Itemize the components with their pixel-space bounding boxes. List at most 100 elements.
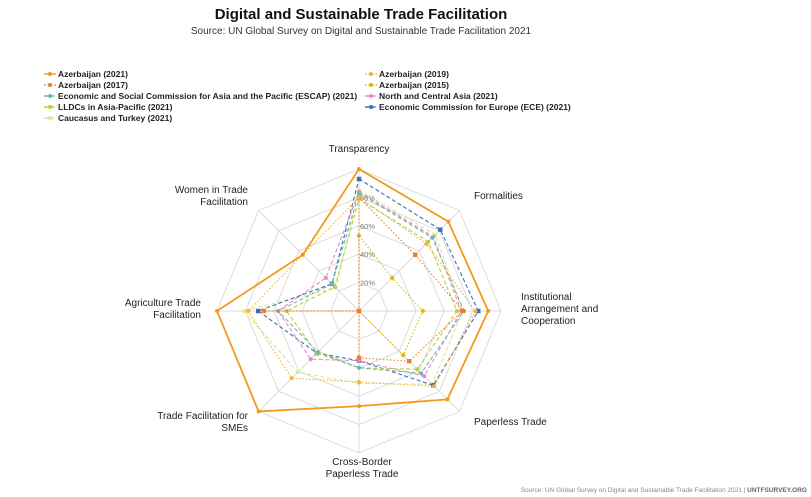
axis-label-line: Facilitation bbox=[200, 197, 248, 208]
grid-spoke bbox=[258, 310, 360, 412]
data-point bbox=[357, 404, 361, 409]
legend-swatch-marker bbox=[369, 83, 373, 87]
series-line bbox=[257, 178, 479, 386]
data-point bbox=[246, 309, 251, 313]
radial-tick-label: 20% bbox=[360, 279, 375, 288]
data-point bbox=[357, 380, 361, 384]
legend-item: Azerbaijan (2019) bbox=[365, 69, 449, 79]
data-point bbox=[241, 309, 246, 313]
data-point bbox=[289, 376, 294, 381]
legend-swatch-marker bbox=[48, 94, 52, 98]
axis-label: Institutional Arrangement and Cooperation bbox=[521, 292, 598, 327]
data-point bbox=[356, 176, 362, 182]
axis-label-line: Arrangement and bbox=[521, 304, 598, 315]
axis-label-line: SMEs bbox=[221, 423, 248, 434]
axis-label-line: Women in Trade bbox=[175, 185, 249, 196]
data-point bbox=[323, 275, 328, 280]
axis-label-line: Cooperation bbox=[521, 316, 575, 327]
legend-swatch bbox=[365, 72, 377, 76]
data-point bbox=[413, 252, 418, 257]
axis-label-line: Facilitation bbox=[153, 310, 201, 321]
radar-series bbox=[215, 167, 491, 414]
legend-swatch bbox=[44, 94, 56, 98]
axis-label: Formalities bbox=[474, 191, 523, 202]
chart-footer: Source: UN Global Survey on Digital and … bbox=[521, 487, 807, 494]
axis-label: Agriculture Trade Facilitation bbox=[125, 298, 202, 321]
legend-label: Azerbaijan (2019) bbox=[379, 69, 449, 79]
data-point bbox=[300, 252, 305, 257]
legend-swatch-marker bbox=[48, 83, 52, 87]
data-point bbox=[407, 359, 412, 364]
axis-label: Trade Facilitation for SMEs bbox=[157, 411, 248, 434]
data-point bbox=[357, 365, 361, 370]
data-point bbox=[357, 167, 361, 171]
data-point bbox=[295, 370, 300, 375]
axis-label-line: Institutional bbox=[521, 292, 572, 303]
data-point bbox=[356, 233, 362, 239]
data-point bbox=[422, 374, 427, 379]
data-point bbox=[473, 309, 478, 313]
series-line bbox=[277, 192, 465, 374]
legend-swatch-marker bbox=[48, 72, 52, 76]
data-point bbox=[315, 350, 320, 355]
legend-item: Economic and Social Commission for Asia … bbox=[44, 91, 358, 101]
legend-label: LLDCs in Asia-Pacific (2021) bbox=[58, 102, 173, 112]
axis-label-line: Cross-Border bbox=[332, 457, 392, 468]
data-point bbox=[454, 309, 459, 313]
legend-label: Caucasus and Turkey (2021) bbox=[58, 113, 173, 123]
legend-item: Economic Commission for Europe (ECE) (20… bbox=[365, 102, 571, 112]
legend-swatch-marker bbox=[369, 105, 373, 109]
grid-spoke bbox=[258, 210, 360, 312]
data-point bbox=[445, 397, 450, 402]
chart-subtitle: Source: UN Global Survey on Digital and … bbox=[190, 26, 532, 37]
legend-swatch-marker bbox=[369, 72, 373, 76]
legend-label: Azerbaijan (2021) bbox=[58, 69, 128, 79]
axis-label-line: Transparency bbox=[329, 144, 390, 155]
series-0 bbox=[215, 167, 491, 414]
chart-title: Digital and Sustainable Trade Facilitati… bbox=[214, 6, 508, 23]
legend-item: Azerbaijan (2021) bbox=[44, 69, 128, 79]
data-point bbox=[486, 309, 491, 313]
legend-item: North and Central Asia (2021) bbox=[365, 91, 498, 101]
legend-label: North and Central Asia (2021) bbox=[379, 91, 498, 101]
data-point bbox=[356, 308, 362, 314]
legend-swatch-marker bbox=[48, 116, 52, 120]
legend-swatch-marker bbox=[48, 105, 52, 109]
data-point bbox=[430, 235, 435, 240]
footer-source: Source: UN Global Survey on Digital and … bbox=[520, 487, 748, 494]
radial-tick-label: 60% bbox=[360, 222, 375, 231]
data-point bbox=[356, 355, 362, 361]
data-point bbox=[276, 309, 281, 313]
data-point bbox=[389, 275, 395, 281]
legend-label: Azerbaijan (2017) bbox=[58, 80, 128, 90]
legend-swatch bbox=[365, 94, 377, 98]
data-point bbox=[215, 309, 219, 313]
legend-label: Economic and Social Commission for Asia … bbox=[58, 91, 358, 101]
axis-label-line: Paperless Trade bbox=[326, 469, 399, 480]
axis-label-line: Formalities bbox=[474, 191, 523, 202]
series-line bbox=[285, 197, 458, 370]
axis-label: Transparency bbox=[329, 144, 390, 155]
data-point bbox=[420, 308, 426, 314]
axis-label: Paperless Trade bbox=[474, 417, 547, 428]
data-point bbox=[357, 195, 361, 200]
data-point bbox=[415, 367, 420, 372]
data-point bbox=[424, 241, 429, 246]
legend-item: LLDCs in Asia-Pacific (2021) bbox=[44, 102, 173, 112]
legend-swatch bbox=[365, 105, 377, 109]
data-point bbox=[460, 308, 465, 314]
data-point bbox=[400, 352, 406, 358]
legend-swatch bbox=[44, 83, 56, 87]
legend-label: Azerbaijan (2015) bbox=[379, 80, 449, 90]
series-line bbox=[358, 234, 424, 357]
data-point bbox=[256, 409, 261, 414]
data-point bbox=[255, 308, 261, 314]
legend-item: Azerbaijan (2015) bbox=[365, 80, 449, 90]
grid-spoke bbox=[358, 210, 460, 312]
data-point bbox=[308, 357, 313, 362]
axis-label: Cross-Border Paperless Trade bbox=[326, 457, 399, 480]
data-point bbox=[419, 371, 424, 376]
axis-label-line: Trade Facilitation for bbox=[157, 411, 248, 422]
data-point bbox=[357, 191, 361, 196]
